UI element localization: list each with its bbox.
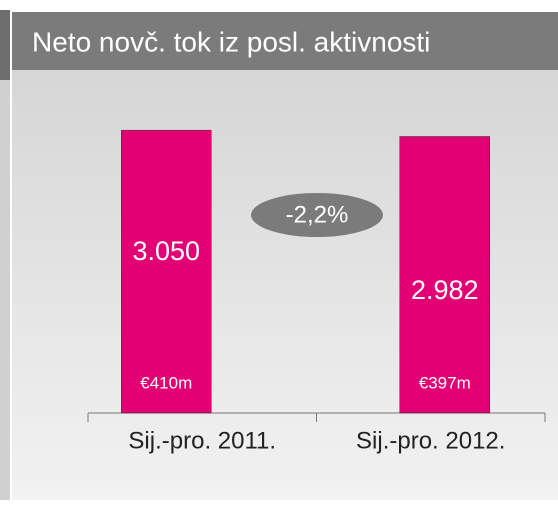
chart-title: Neto novč. tok iz posl. aktivnosti [32, 26, 430, 57]
bar-note: €397m [419, 373, 471, 392]
value-label: 3.050 [132, 236, 200, 266]
bar [121, 129, 212, 414]
x-tick-label: Sij.-pro. 2011. [128, 427, 276, 454]
bar [399, 136, 490, 414]
x-tick-label: Sij.-pro. 2012. [356, 427, 505, 454]
annotation: -2,2% [286, 201, 349, 228]
title-band [12, 12, 558, 70]
annotation-bubble [251, 193, 383, 237]
value-label: 2.982 [411, 275, 479, 305]
side-strip [0, 10, 10, 500]
bar-note: €410m [140, 373, 192, 392]
side-strip-top [0, 10, 10, 80]
